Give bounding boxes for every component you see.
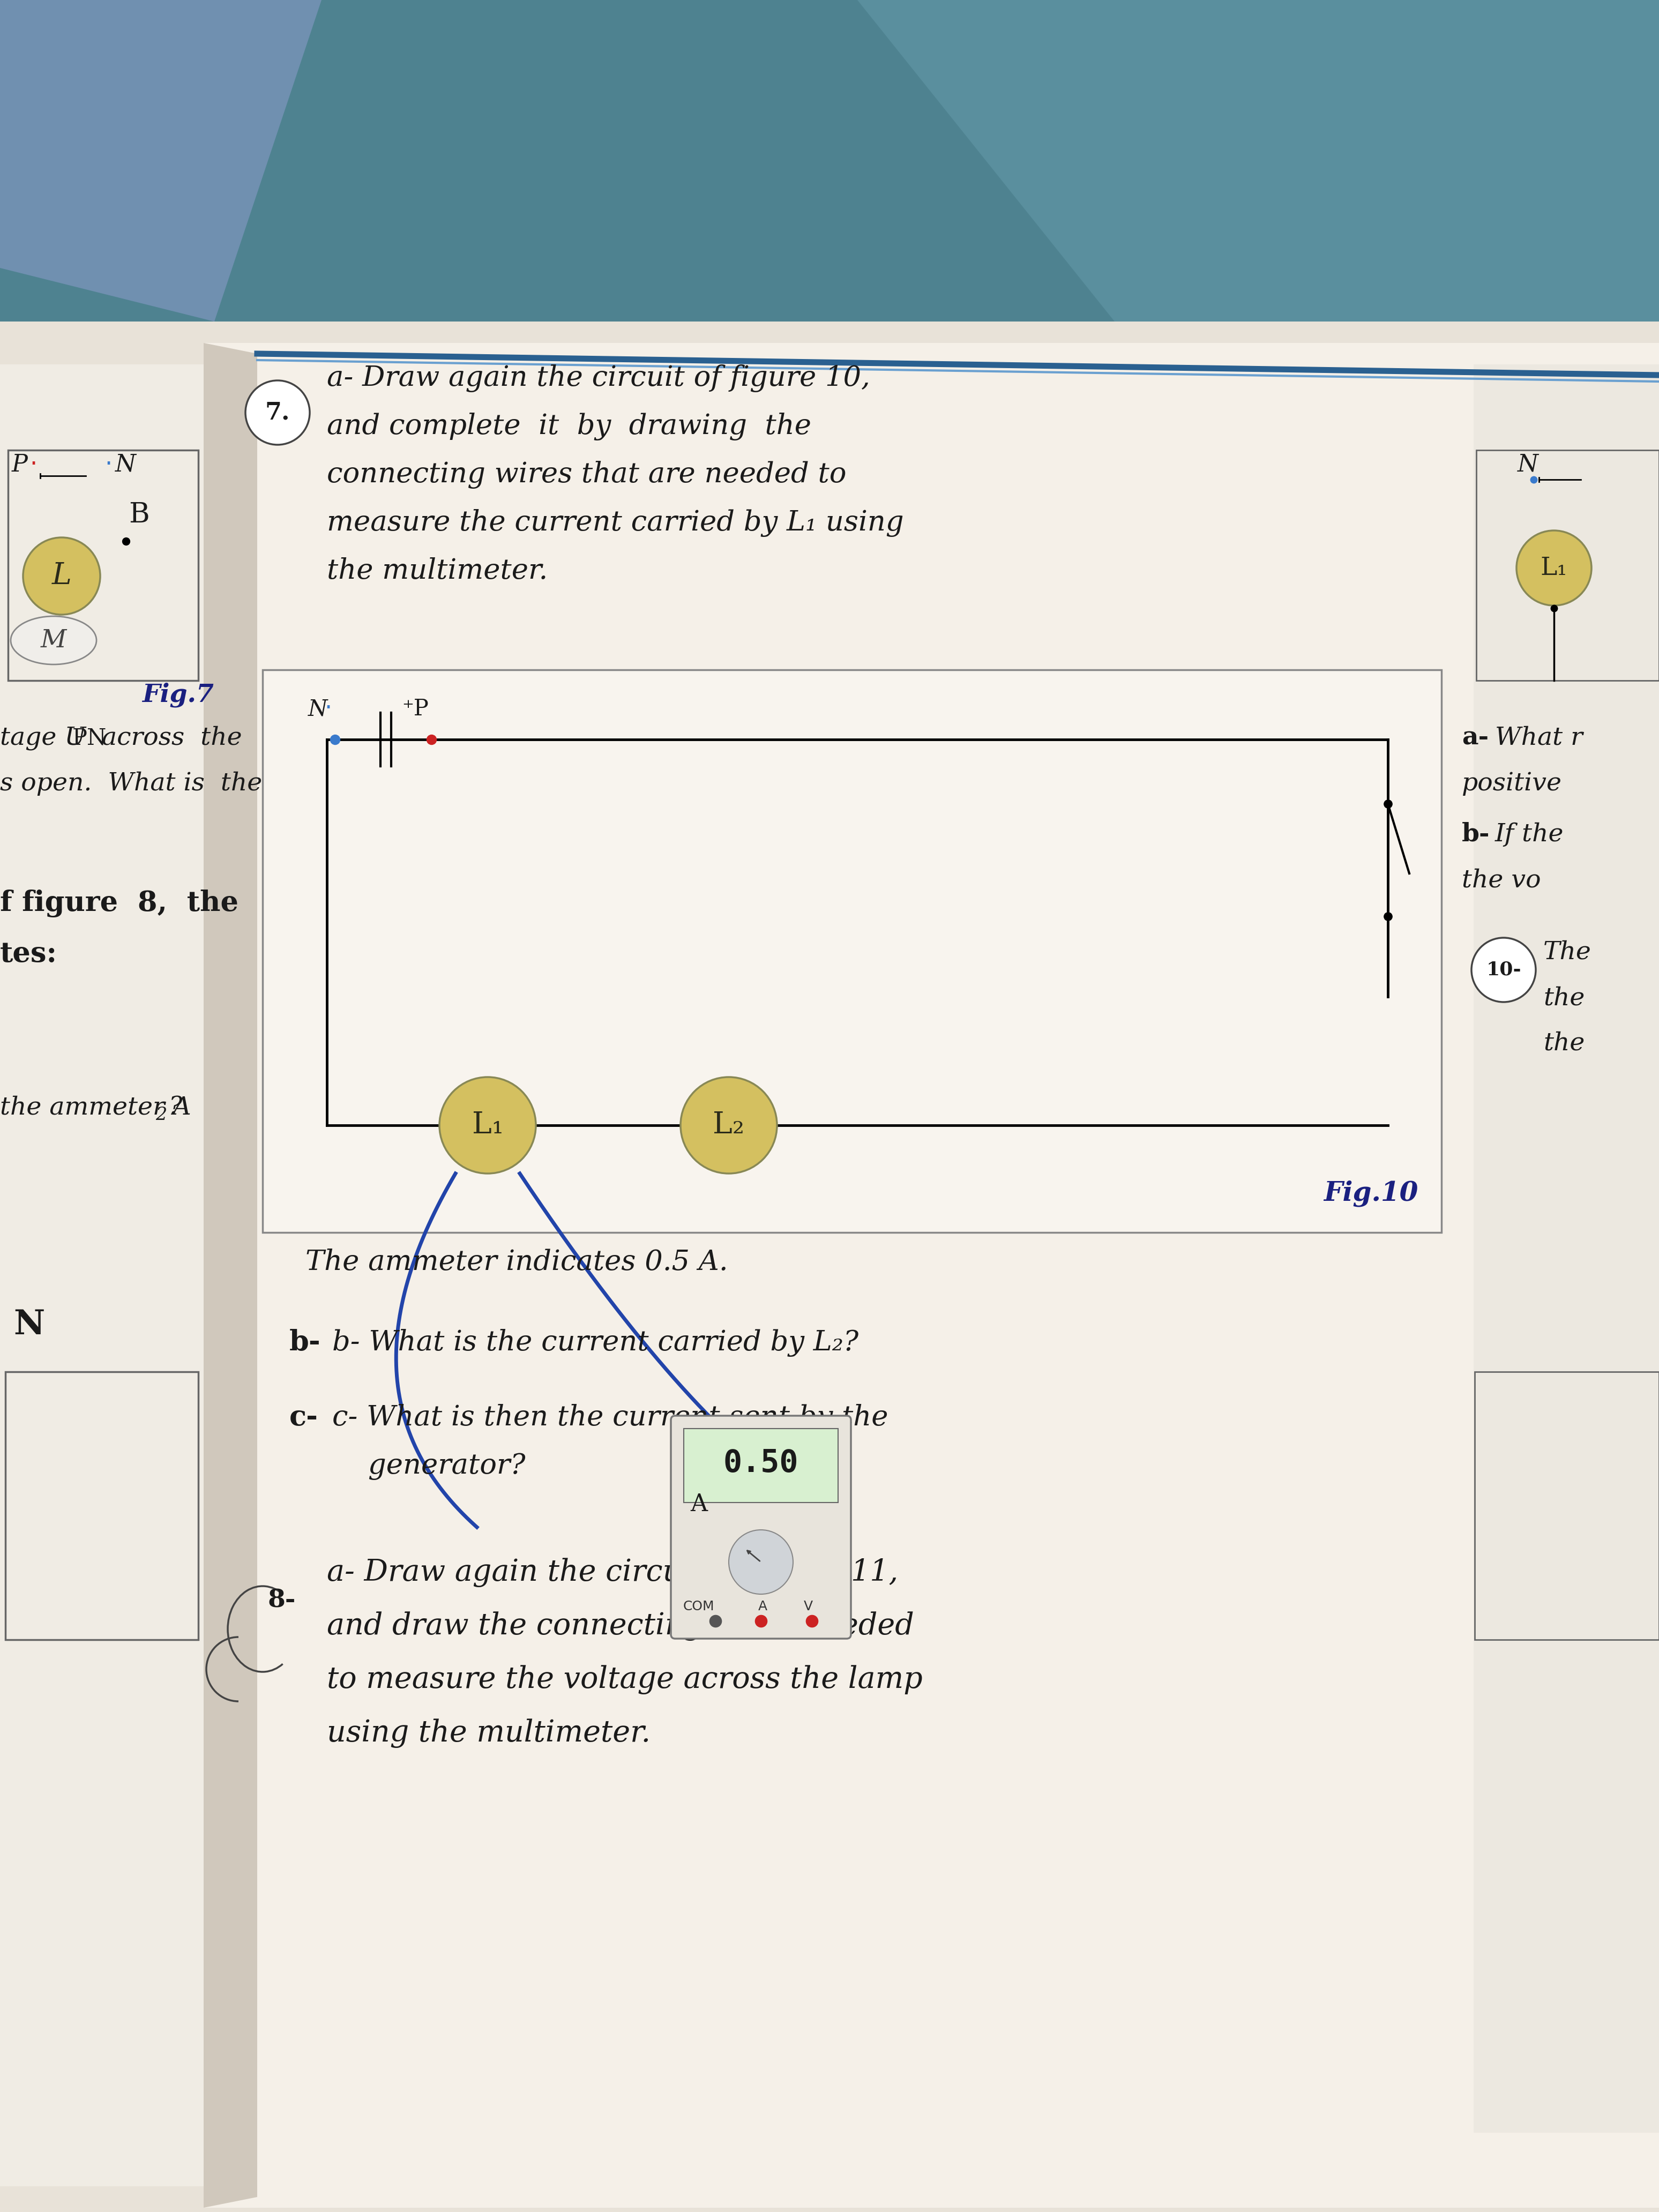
Circle shape (728, 1531, 793, 1595)
Text: across  the: across the (95, 726, 242, 750)
Text: N: N (1518, 453, 1538, 476)
Text: L₁: L₁ (471, 1110, 503, 1139)
Circle shape (680, 1077, 776, 1175)
Text: N: N (114, 453, 136, 476)
Text: and complete  it  by  drawing  the: and complete it by drawing the (327, 414, 811, 440)
FancyBboxPatch shape (684, 1429, 838, 1502)
Text: B: B (129, 502, 149, 529)
Text: generator?: generator? (332, 1453, 526, 1480)
Text: b-: b- (1462, 823, 1490, 847)
Ellipse shape (10, 617, 96, 664)
Text: the: the (1543, 987, 1584, 1011)
Circle shape (23, 538, 100, 615)
Text: tage U: tage U (0, 726, 86, 750)
Text: 2: 2 (156, 1106, 168, 1124)
Text: b- What is the current carried by L₂?: b- What is the current carried by L₂? (332, 1329, 858, 1356)
Text: V: V (803, 1599, 813, 1613)
Text: a-: a- (1462, 726, 1488, 750)
Text: a- Draw again the circuit of figure 11,: a- Draw again the circuit of figure 11, (327, 1557, 898, 1588)
Text: What r: What r (1495, 726, 1583, 750)
Polygon shape (0, 0, 1659, 403)
Text: L₁: L₁ (1541, 555, 1568, 580)
Text: Fig.10: Fig.10 (1324, 1179, 1418, 1206)
Text: 0.50: 0.50 (723, 1447, 798, 1478)
Text: positive: positive (1462, 772, 1563, 796)
FancyBboxPatch shape (670, 1416, 851, 1639)
Text: the multimeter.: the multimeter. (327, 557, 547, 584)
Polygon shape (0, 0, 322, 321)
Text: s open.  What is  the: s open. What is the (0, 772, 262, 796)
Text: the vo: the vo (1462, 867, 1541, 891)
Text: f figure  8,  the: f figure 8, the (0, 889, 239, 918)
Text: measure the current carried by L₁ using: measure the current carried by L₁ using (327, 509, 904, 538)
Text: P: P (12, 453, 28, 476)
Polygon shape (204, 343, 257, 2208)
Text: ⁺P: ⁺P (401, 697, 428, 721)
Text: PN: PN (73, 728, 106, 750)
Text: ?: ? (169, 1095, 182, 1119)
Text: connecting wires that are needed to: connecting wires that are needed to (327, 460, 846, 489)
Text: c- What is then the current sent by the: c- What is then the current sent by the (332, 1405, 888, 1431)
Text: ·: · (105, 453, 113, 476)
Text: and draw the connecting wires needed: and draw the connecting wires needed (327, 1613, 914, 1641)
Text: to measure the voltage across the lamp: to measure the voltage across the lamp (327, 1666, 922, 1694)
Text: N: N (309, 697, 327, 721)
FancyBboxPatch shape (262, 670, 1442, 1232)
Text: tes:: tes: (0, 940, 58, 969)
Text: a- Draw again the circuit of figure 10,: a- Draw again the circuit of figure 10, (327, 365, 869, 392)
Circle shape (1516, 531, 1591, 606)
Text: 10-: 10- (1486, 960, 1521, 980)
Text: Fig.7: Fig.7 (143, 684, 214, 708)
Circle shape (246, 380, 310, 445)
Text: A: A (690, 1493, 707, 1515)
Text: 8-: 8- (267, 1588, 295, 1613)
Polygon shape (858, 0, 1659, 482)
Text: 7.: 7. (265, 400, 290, 425)
Text: COM: COM (684, 1599, 715, 1613)
FancyBboxPatch shape (204, 343, 1659, 2208)
Text: L₂: L₂ (713, 1110, 745, 1139)
Polygon shape (0, 321, 1659, 2212)
Text: The ammeter indicates 0.5 A.: The ammeter indicates 0.5 A. (305, 1248, 728, 1276)
Circle shape (440, 1077, 536, 1175)
Text: If the: If the (1495, 823, 1564, 847)
FancyBboxPatch shape (0, 365, 226, 2185)
Text: ·: · (324, 697, 332, 721)
Text: the: the (1543, 1031, 1584, 1055)
Text: c-: c- (289, 1405, 319, 1431)
Text: The: The (1543, 940, 1591, 964)
FancyBboxPatch shape (1473, 365, 1659, 2132)
Text: A: A (758, 1599, 768, 1613)
Text: M: M (40, 628, 66, 653)
Text: N: N (13, 1310, 45, 1340)
Text: using the multimeter.: using the multimeter. (327, 1719, 650, 1747)
Text: L: L (51, 562, 71, 591)
Text: the ammeter A: the ammeter A (0, 1095, 191, 1119)
Text: ·: · (30, 453, 36, 476)
Text: b-: b- (289, 1329, 320, 1356)
Circle shape (1472, 938, 1536, 1002)
